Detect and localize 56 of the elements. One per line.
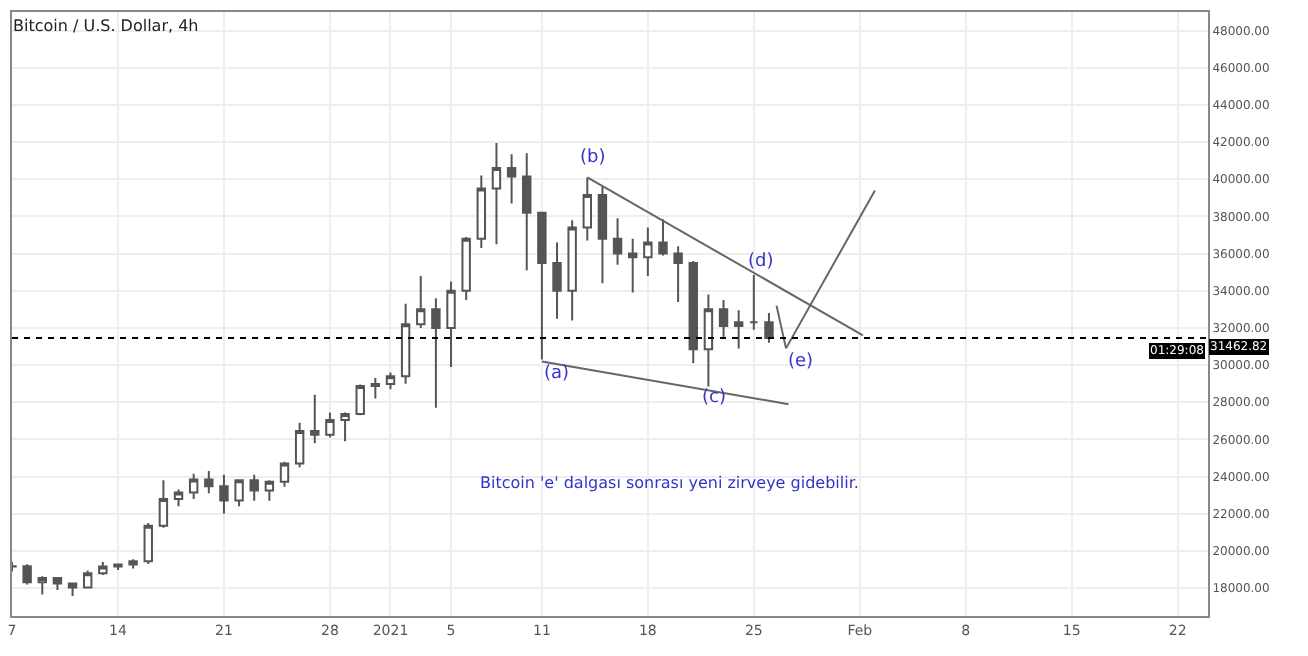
candlestick [158, 479, 169, 529]
candlestick [340, 411, 350, 443]
candlestick [219, 473, 229, 515]
candlestick [506, 153, 517, 205]
annotation: (b) [580, 148, 606, 168]
candlestick [718, 299, 729, 341]
candlestick [325, 411, 335, 439]
chart-title: Bitcoin / U.S. Dollar, 4h [13, 16, 199, 35]
candlestick [67, 582, 78, 598]
candlestick [370, 377, 381, 400]
candlestick [37, 575, 47, 596]
candlestick [537, 211, 547, 361]
candlestick [279, 460, 290, 488]
candlestick [400, 302, 411, 385]
candlestick [733, 309, 744, 350]
candlestick [264, 479, 275, 502]
candlestick [612, 217, 623, 266]
candlestick [385, 371, 396, 391]
candlestick [461, 235, 471, 302]
candlestick [173, 488, 184, 508]
candlestick [431, 297, 441, 409]
candlestick [522, 152, 532, 272]
candlestick [628, 237, 638, 294]
candlestick [491, 142, 502, 246]
candlestick [98, 561, 108, 577]
candlestick [188, 472, 199, 500]
candlestick [446, 280, 456, 368]
candlestick [476, 174, 487, 250]
candlestick [764, 312, 774, 344]
candlestick [567, 219, 577, 322]
candlestick [22, 563, 32, 586]
candlestick [658, 218, 668, 257]
annotation: (a) [544, 364, 570, 384]
candlestick [582, 176, 592, 242]
candlestick [597, 185, 608, 285]
candlestick [643, 226, 653, 277]
candlestick [552, 241, 562, 320]
annotation: (d) [748, 252, 774, 272]
candlestick [355, 383, 365, 417]
candlestick [310, 393, 320, 445]
candlestick [234, 479, 244, 508]
candlestick [249, 473, 259, 502]
annotation: Bitcoin 'e' dalgası sonrası yeni zirveye gidebilir. [480, 474, 859, 492]
candlestick [143, 522, 153, 565]
candlestick [703, 293, 714, 388]
candlestick [673, 245, 683, 303]
candlestick [204, 470, 214, 495]
candlestick [416, 274, 426, 329]
candlestick [82, 569, 93, 590]
candlestick [52, 576, 63, 591]
candlestick [749, 273, 759, 331]
candlestick [688, 260, 698, 365]
candlestick [128, 558, 138, 570]
candlestick [294, 421, 305, 469]
annotation: (e) [788, 352, 814, 372]
annotation: (c) [702, 388, 726, 408]
